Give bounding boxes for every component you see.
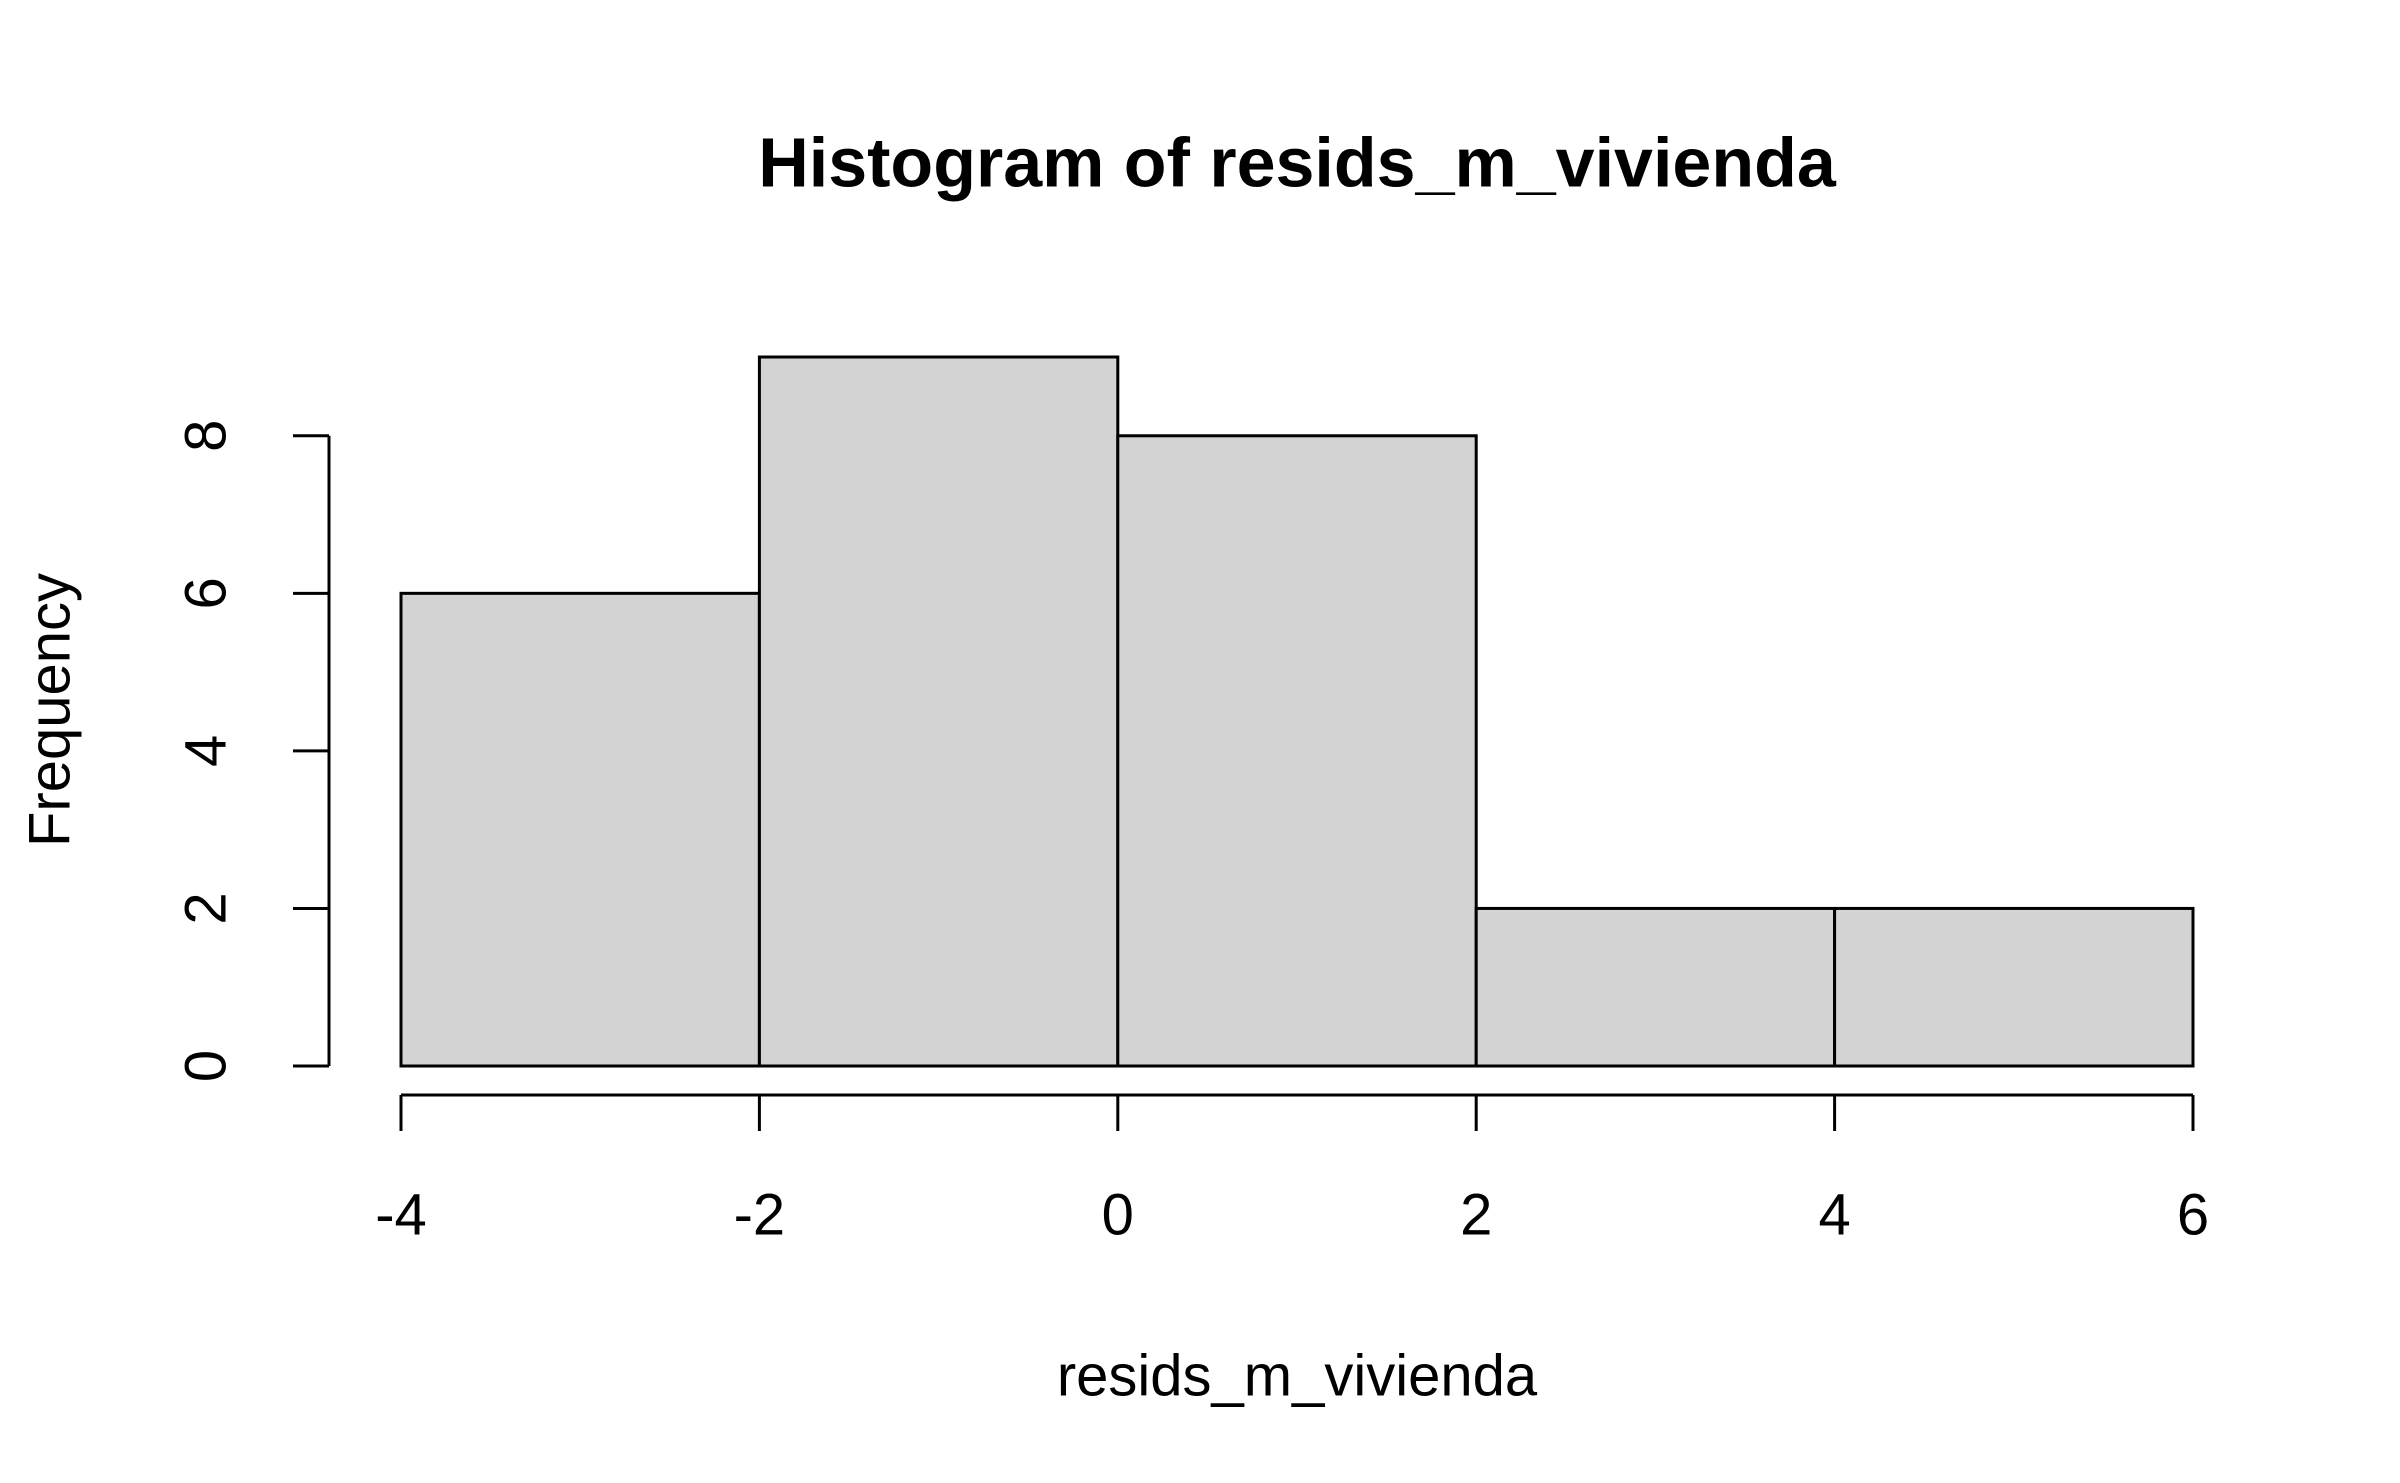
y-axis-label: Frequency — [17, 573, 82, 847]
bar — [399, 591, 761, 1068]
x-tick-label: -4 — [375, 1182, 427, 1247]
x-axis-label: resids_m_vivienda — [1057, 1343, 1538, 1408]
bar — [1833, 906, 2195, 1068]
chart-title: Histogram of resids_m_vivienda — [758, 123, 1837, 201]
y-tick-label: 6 — [173, 577, 238, 609]
x-tick-label: 4 — [1818, 1182, 1850, 1247]
x-tick-label: 0 — [1102, 1182, 1134, 1247]
x-tick-label: 2 — [1460, 1182, 1492, 1247]
bar — [1474, 906, 1837, 1068]
x-tick-label: 6 — [2177, 1182, 2209, 1247]
bar — [1116, 434, 1478, 1068]
y-tick-label: 4 — [173, 735, 238, 767]
x-tick-label: -2 — [734, 1182, 786, 1247]
y-tick-label: 2 — [173, 892, 238, 924]
bar — [757, 355, 1120, 1068]
y-tick-label: 0 — [173, 1050, 238, 1082]
y-tick-label: 8 — [173, 420, 238, 452]
